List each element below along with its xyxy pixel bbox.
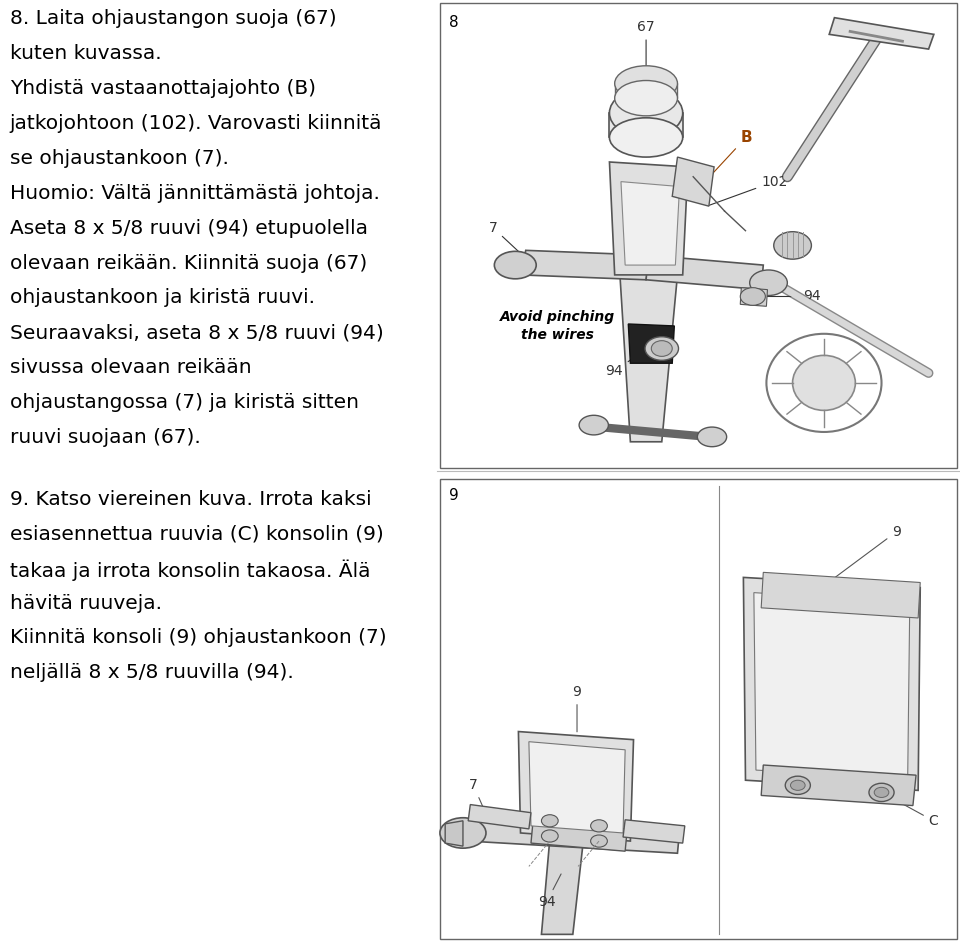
Text: Avoid pinching
the wires: Avoid pinching the wires [499, 309, 614, 342]
Polygon shape [628, 324, 674, 364]
Ellipse shape [610, 118, 683, 157]
Polygon shape [468, 804, 531, 829]
Polygon shape [520, 250, 651, 280]
Text: hävitä ruuveja.: hävitä ruuveja. [10, 593, 161, 612]
Text: takaa ja irrota konsolin takaosa. Älä: takaa ja irrota konsolin takaosa. Älä [10, 559, 371, 581]
Text: 9: 9 [449, 488, 459, 504]
Polygon shape [761, 572, 921, 618]
Ellipse shape [740, 288, 765, 306]
Text: C: C [884, 794, 938, 828]
Text: esiasennettua ruuvia (C) konsolin (9): esiasennettua ruuvia (C) konsolin (9) [10, 525, 383, 544]
Text: 94: 94 [756, 289, 821, 304]
Text: 67: 67 [637, 20, 655, 100]
Text: se ohjaustankoon (7).: se ohjaustankoon (7). [10, 149, 228, 168]
Polygon shape [445, 821, 463, 846]
Ellipse shape [579, 415, 609, 435]
Ellipse shape [440, 818, 486, 848]
Text: Kiinnitä konsoli (9) ohjaustankoon (7): Kiinnitä konsoli (9) ohjaustankoon (7) [10, 628, 386, 647]
Text: 7: 7 [469, 779, 493, 830]
Text: 7: 7 [489, 221, 529, 261]
Ellipse shape [869, 783, 894, 802]
Ellipse shape [645, 337, 679, 360]
Text: 8: 8 [449, 14, 459, 30]
Text: Yhdistä vastaanottajajohto (B): Yhdistä vastaanottajajohto (B) [10, 79, 316, 98]
Ellipse shape [614, 81, 678, 116]
Text: Huomio: Vältä jännittämästä johtoja.: Huomio: Vältä jännittämästä johtoja. [10, 184, 379, 203]
Polygon shape [829, 18, 934, 50]
Polygon shape [743, 578, 921, 790]
Text: 9. Katso viereinen kuva. Irrota kaksi: 9. Katso viereinen kuva. Irrota kaksi [10, 490, 372, 509]
Ellipse shape [610, 89, 683, 137]
Polygon shape [646, 255, 763, 289]
Text: 94: 94 [538, 874, 561, 909]
Ellipse shape [790, 781, 805, 790]
Ellipse shape [494, 251, 537, 279]
Text: 102: 102 [709, 174, 787, 206]
Polygon shape [518, 731, 634, 841]
Text: 9: 9 [834, 525, 900, 578]
Polygon shape [529, 742, 625, 833]
Text: 9: 9 [572, 685, 582, 732]
Polygon shape [761, 765, 916, 805]
Text: 8. Laita ohjaustangon suoja (67): 8. Laita ohjaustangon suoja (67) [10, 10, 336, 29]
Text: ohjaustangossa (7) ja kiristä sitten: ohjaustangossa (7) ja kiristä sitten [10, 393, 359, 412]
Text: Seuraavaksi, aseta 8 x 5/8 ruuvi (94): Seuraavaksi, aseta 8 x 5/8 ruuvi (94) [10, 324, 383, 343]
Ellipse shape [785, 776, 810, 794]
Polygon shape [621, 182, 680, 265]
Text: ohjaustankoon ja kiristä ruuvi.: ohjaustankoon ja kiristä ruuvi. [10, 288, 315, 307]
Ellipse shape [793, 355, 855, 410]
Polygon shape [610, 113, 683, 137]
Ellipse shape [614, 66, 678, 101]
Polygon shape [620, 265, 678, 442]
Polygon shape [740, 288, 767, 307]
Polygon shape [541, 839, 584, 934]
Ellipse shape [750, 270, 787, 295]
Ellipse shape [590, 835, 608, 847]
Text: B: B [703, 129, 752, 185]
Text: 94: 94 [606, 340, 660, 378]
Text: Aseta 8 x 5/8 ruuvi (94) etupuolella: Aseta 8 x 5/8 ruuvi (94) etupuolella [10, 219, 368, 238]
Polygon shape [614, 84, 678, 98]
Polygon shape [468, 819, 680, 853]
Polygon shape [754, 592, 910, 778]
Ellipse shape [875, 787, 889, 798]
Text: sivussa olevaan reikään: sivussa olevaan reikään [10, 358, 252, 377]
Ellipse shape [774, 231, 811, 259]
Ellipse shape [697, 427, 727, 446]
Text: neljällä 8 x 5/8 ruuvilla (94).: neljällä 8 x 5/8 ruuvilla (94). [10, 663, 294, 682]
Ellipse shape [651, 341, 672, 356]
Text: ruuvi suojaan (67).: ruuvi suojaan (67). [10, 427, 201, 446]
Polygon shape [610, 162, 688, 275]
Polygon shape [623, 820, 684, 843]
Text: kuten kuvassa.: kuten kuvassa. [10, 45, 161, 63]
Polygon shape [672, 157, 714, 207]
Text: jatkojohtoon (102). Varovasti kiinnitä: jatkojohtoon (102). Varovasti kiinnitä [10, 114, 382, 133]
Ellipse shape [541, 815, 558, 827]
Text: olevaan reikään. Kiinnitä suoja (67): olevaan reikään. Kiinnitä suoja (67) [10, 253, 367, 272]
Ellipse shape [590, 820, 608, 832]
Ellipse shape [541, 830, 558, 843]
Polygon shape [531, 821, 627, 851]
